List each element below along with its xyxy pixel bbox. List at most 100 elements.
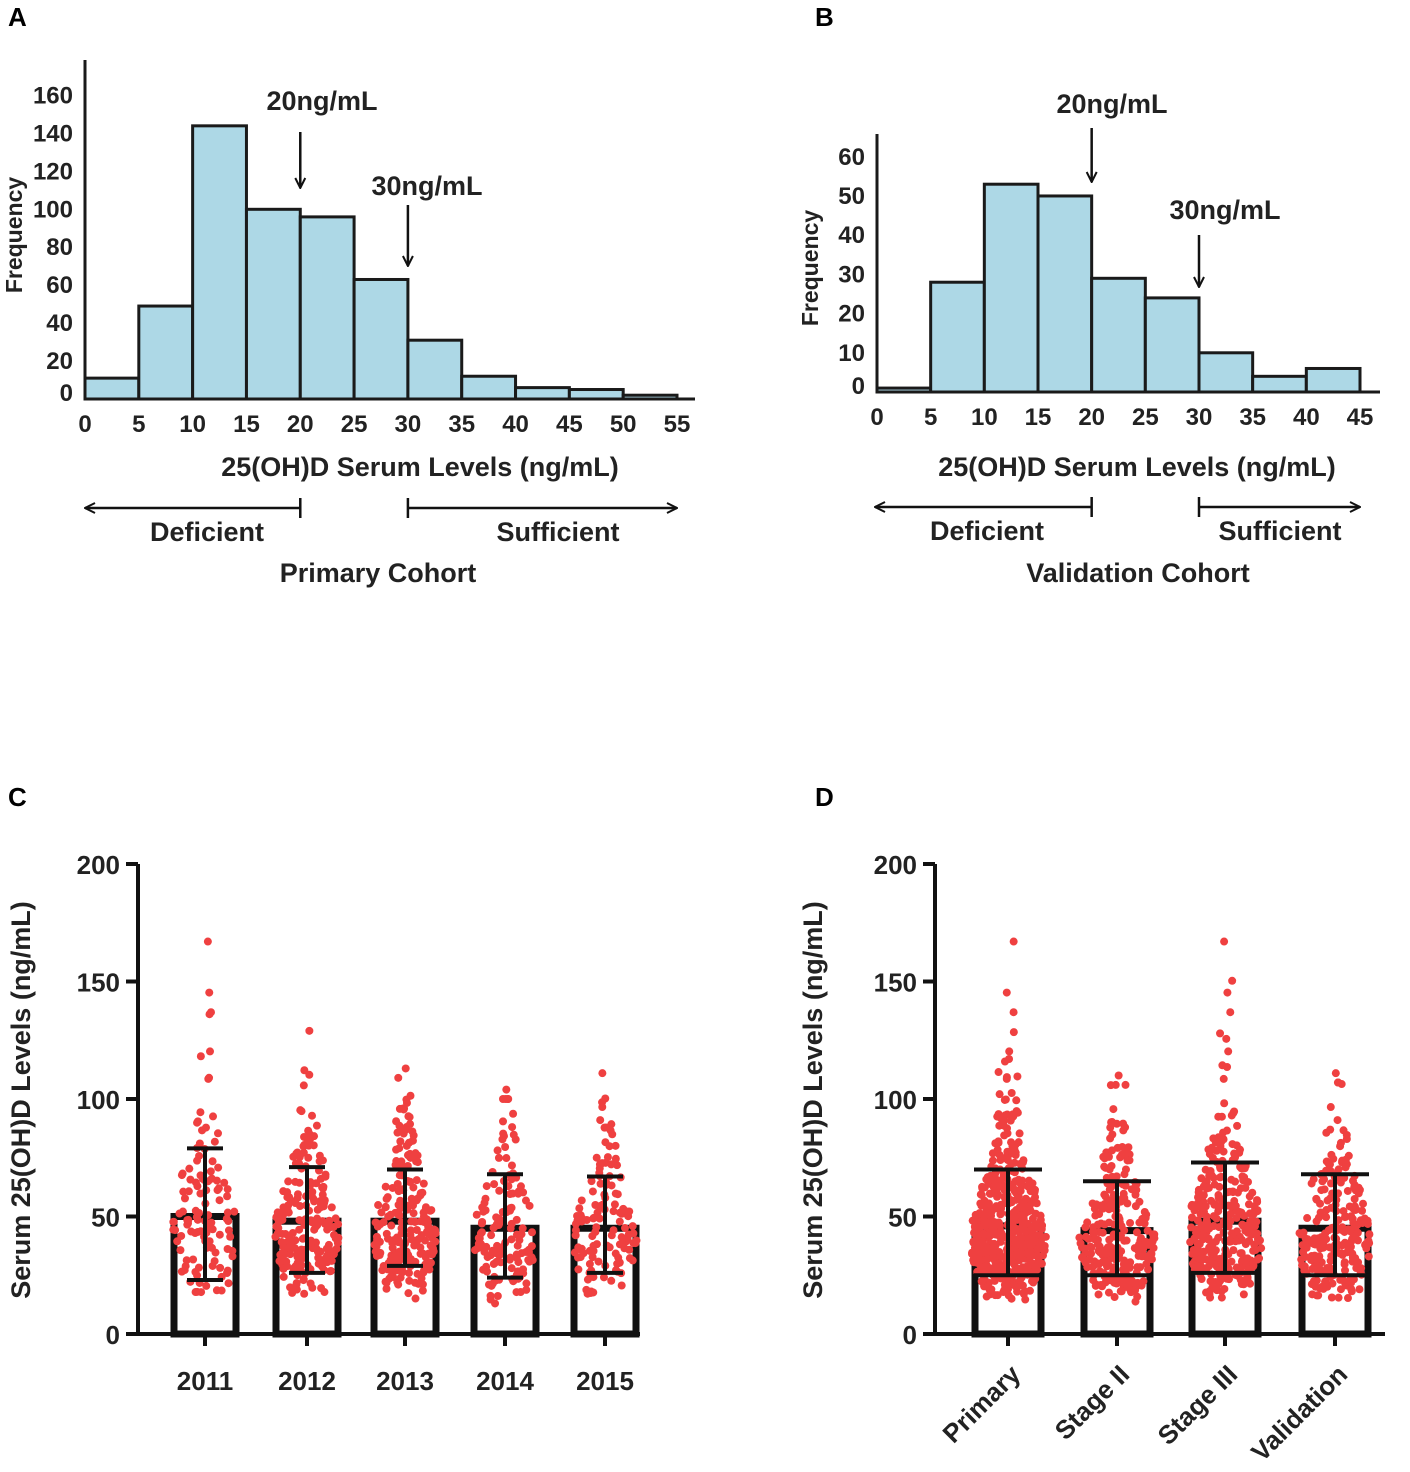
- scatter-point-high: [1002, 988, 1011, 997]
- scatter-point: [1036, 1211, 1045, 1220]
- scatter-point: [614, 1253, 623, 1262]
- scatter-point: [609, 1226, 618, 1235]
- panel-letter-a: A: [8, 2, 27, 32]
- scatter-point: [1319, 1284, 1328, 1293]
- scatter-point: [1119, 1189, 1128, 1198]
- scatter-point: [286, 1250, 295, 1259]
- scatter-point: [1188, 1213, 1197, 1222]
- panel-letter-d: D: [815, 782, 834, 812]
- x-tick-label-15: 15: [233, 411, 260, 438]
- annotation-30-label: 30ng/mL: [1169, 195, 1280, 225]
- x-tick-label-0: 0: [870, 404, 883, 431]
- scatter-point: [1365, 1239, 1374, 1248]
- scatter-point: [279, 1264, 288, 1273]
- scatter-point: [484, 1280, 493, 1289]
- scatter-point-high: [300, 1066, 309, 1075]
- scatter-point: [413, 1151, 422, 1160]
- scatter-point: [1335, 1249, 1344, 1258]
- scatter-point: [1010, 1281, 1019, 1290]
- scatter-point: [1078, 1253, 1087, 1262]
- scatter-point: [1248, 1188, 1257, 1197]
- scatter-point: [589, 1288, 598, 1297]
- scatter-point: [1326, 1256, 1335, 1265]
- scatter-point: [394, 1236, 403, 1245]
- scatter-point: [1025, 1183, 1034, 1192]
- scatter-point: [387, 1221, 396, 1230]
- scatter-point: [1016, 1186, 1025, 1195]
- scatter-point: [1223, 1063, 1232, 1072]
- scatter-point: [412, 1176, 421, 1185]
- y-tick-label-10: 10: [838, 340, 865, 367]
- scatter-point: [184, 1187, 193, 1196]
- scatter-point-high: [1219, 1074, 1228, 1083]
- scatter-point: [1087, 1249, 1096, 1258]
- scatter-point: [977, 1277, 986, 1286]
- scatter-point: [411, 1196, 420, 1205]
- scatter-point: [1308, 1290, 1317, 1299]
- scatter-point: [513, 1241, 522, 1250]
- scatter-point: [1350, 1194, 1359, 1203]
- histogram-bar-25-30: [1143, 296, 1201, 394]
- scatter-point: [1096, 1281, 1105, 1290]
- scatter-point: [974, 1236, 983, 1245]
- y-tick-label-50: 50: [838, 183, 865, 210]
- error-bars: [974, 1160, 1369, 1278]
- scatter-point: [1023, 1219, 1032, 1228]
- error-bar-2011: [187, 1146, 223, 1282]
- y-tick-label-0: 0: [60, 380, 73, 407]
- scatter-point: [493, 1292, 502, 1301]
- scatter-point: [192, 1213, 201, 1222]
- scatter-point: [1133, 1278, 1142, 1287]
- scatter-point: [1018, 1249, 1027, 1258]
- scatter-point: [1231, 1237, 1240, 1246]
- scatter-point: [1209, 1173, 1218, 1182]
- scatter-point: [416, 1191, 425, 1200]
- histogram-bar-35-40: [1251, 374, 1308, 394]
- scatter-point-high: [203, 937, 212, 946]
- x-tick-label-stage-ii: Stage II: [1049, 1359, 1136, 1446]
- scatter-point-high: [1220, 937, 1229, 946]
- x-tick-label-35: 35: [1239, 404, 1266, 431]
- scatter-points: [169, 937, 641, 1308]
- scatter-point: [1009, 1258, 1018, 1267]
- scatter-point: [507, 1161, 516, 1170]
- x-tick-label-validation: Validation: [1245, 1359, 1353, 1467]
- y-axis-title: Frequency: [1, 177, 27, 294]
- scatter-point: [988, 1149, 997, 1158]
- scatter-point: [983, 1244, 992, 1253]
- scatter-point: [210, 1137, 219, 1146]
- scatter-point: [1002, 1281, 1011, 1290]
- error-bar-2012: [289, 1165, 325, 1275]
- scatter-point: [283, 1188, 292, 1197]
- scatter-point: [427, 1206, 436, 1215]
- scatter-point: [495, 1186, 504, 1195]
- scatter-point: [1295, 1229, 1304, 1238]
- scatter-point: [1217, 1287, 1226, 1296]
- scatter-point: [374, 1201, 383, 1210]
- scatter-point-high: [205, 988, 214, 997]
- scatter-point: [1117, 1287, 1126, 1296]
- sufficient-label: Sufficient: [1218, 516, 1341, 546]
- scatter-point: [1193, 1262, 1202, 1271]
- histogram-bar-10-15: [982, 182, 1040, 394]
- scatter-point: [1131, 1286, 1140, 1295]
- y-tick-labels: 0 10 20 30 40 50 60: [838, 144, 865, 400]
- scatter-point: [230, 1207, 239, 1216]
- scatter-point: [591, 1200, 600, 1209]
- scatter-point: [592, 1153, 601, 1162]
- scatter-point: [405, 1256, 414, 1265]
- scatter-point: [1336, 1178, 1345, 1187]
- x-tick-label-20: 20: [1078, 404, 1105, 431]
- scatter-point-high: [1109, 1105, 1118, 1114]
- error-bar-stage-iii: [1191, 1160, 1259, 1275]
- scatter-point-high: [204, 1074, 213, 1083]
- axes: [923, 862, 1385, 1346]
- scatter-point: [1210, 1180, 1219, 1189]
- scatter-point-high: [596, 1116, 605, 1125]
- error-bars: [187, 1146, 623, 1282]
- scatter-point: [310, 1197, 319, 1206]
- scatter-point-high: [1005, 1047, 1014, 1056]
- scatter-point: [394, 1280, 403, 1289]
- scatter-point: [318, 1183, 327, 1192]
- threshold-annotations: 20ng/mL 30ng/mL: [266, 86, 483, 266]
